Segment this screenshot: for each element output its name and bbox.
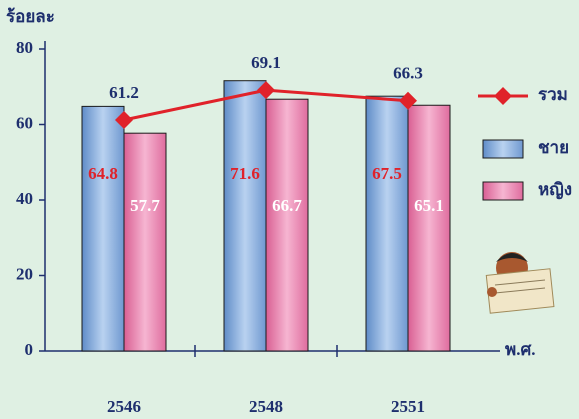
- value-label: 65.1: [414, 196, 444, 215]
- legend-marker: [494, 87, 512, 105]
- value-label: 67.5: [372, 164, 402, 183]
- line-marker: [399, 91, 417, 110]
- y-axis-title: ร้อยละ: [6, 7, 55, 26]
- x-tick-label: 2551: [391, 397, 425, 416]
- legend-swatch: [482, 181, 524, 201]
- value-label: 57.7: [130, 196, 160, 215]
- legend-label: รวม: [538, 85, 568, 104]
- y-tick-label: 60: [16, 113, 33, 132]
- y-tick-label: 40: [16, 189, 33, 208]
- value-label: 61.2: [109, 83, 139, 102]
- legend-label: ชาย: [538, 138, 569, 157]
- bar: [407, 104, 451, 352]
- x-tick-label: 2546: [107, 397, 141, 416]
- line-marker: [257, 81, 275, 100]
- bar: [223, 80, 267, 352]
- value-label: 66.7: [272, 196, 302, 215]
- y-tick-label: 20: [16, 264, 33, 283]
- y-tick-label: 0: [25, 340, 34, 359]
- x-axis-title: พ.ศ.: [505, 340, 536, 359]
- y-tick-label: 80: [16, 38, 33, 57]
- bar: [123, 132, 167, 352]
- bar: [365, 95, 409, 352]
- bar: [81, 105, 125, 352]
- value-label: 69.1: [251, 53, 281, 72]
- reader-icon: [485, 252, 555, 314]
- value-label: 64.8: [88, 164, 118, 183]
- legend-swatch: [482, 139, 524, 159]
- line-marker: [115, 110, 133, 129]
- value-label: 66.3: [393, 64, 423, 83]
- bar: [265, 98, 309, 352]
- legend-label: หญิง: [538, 180, 572, 200]
- value-label: 71.6: [230, 164, 260, 183]
- x-tick-label: 2548: [249, 397, 283, 416]
